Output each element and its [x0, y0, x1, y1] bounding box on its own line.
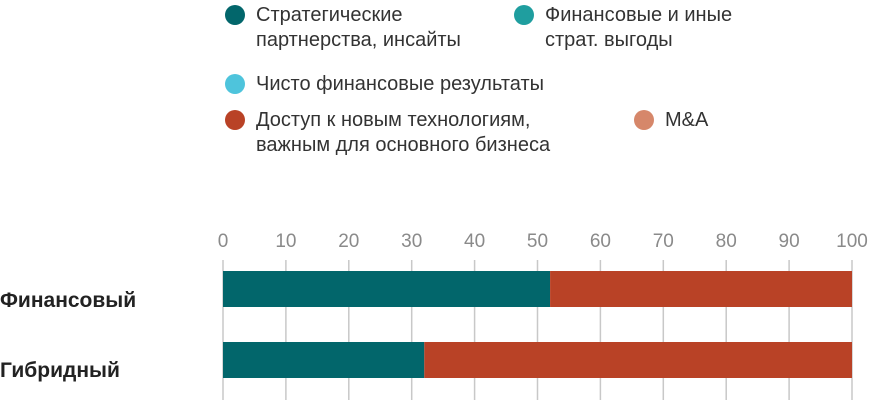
legend-item-access-to-technologies: Доступ к новым технологиям, важным для о… — [225, 108, 550, 158]
legend-label: Стратегические партнерства, инсайты — [256, 4, 461, 51]
x-tick-label: 100 — [836, 231, 868, 252]
legend-swatch — [225, 74, 245, 94]
legend-item-purely-financial: Чисто финансовые результаты — [225, 72, 544, 97]
legend-label: Чисто финансовые результаты — [256, 73, 544, 95]
bar-segment — [223, 271, 551, 307]
legend-label: Доступ к новым технологиям, важным для о… — [256, 109, 551, 156]
legend-item-financial-and-other-benefits: Финансовые и иные страт. выгоды — [514, 3, 732, 53]
x-tick-label: 70 — [653, 231, 674, 252]
x-tick-label: 40 — [464, 231, 485, 252]
category-label: Финансовый — [0, 289, 136, 312]
legend-item-strategic-partnerships: Стратегические партнерства, инсайты — [225, 3, 461, 53]
legend-label: Финансовые и иные страт. выгоды — [545, 4, 733, 51]
category-label: Гибридный — [0, 359, 120, 382]
legend-swatch — [514, 5, 534, 25]
bar-segment — [424, 342, 852, 378]
x-tick-label: 90 — [779, 231, 800, 252]
legend-swatch — [634, 110, 654, 130]
x-tick-label: 60 — [590, 231, 611, 252]
bar-segment — [223, 342, 425, 378]
x-tick-label: 80 — [716, 231, 737, 252]
x-tick-label: 20 — [338, 231, 359, 252]
legend-item-ma: M&A — [634, 108, 708, 133]
legend-swatch — [225, 5, 245, 25]
legend-swatch — [225, 110, 245, 130]
x-tick-label: 0 — [218, 231, 229, 252]
legend-label: M&A — [665, 109, 709, 131]
x-tick-label: 10 — [275, 231, 296, 252]
bar-segment — [550, 271, 852, 307]
x-tick-label: 30 — [401, 231, 422, 252]
x-tick-label: 50 — [527, 231, 548, 252]
